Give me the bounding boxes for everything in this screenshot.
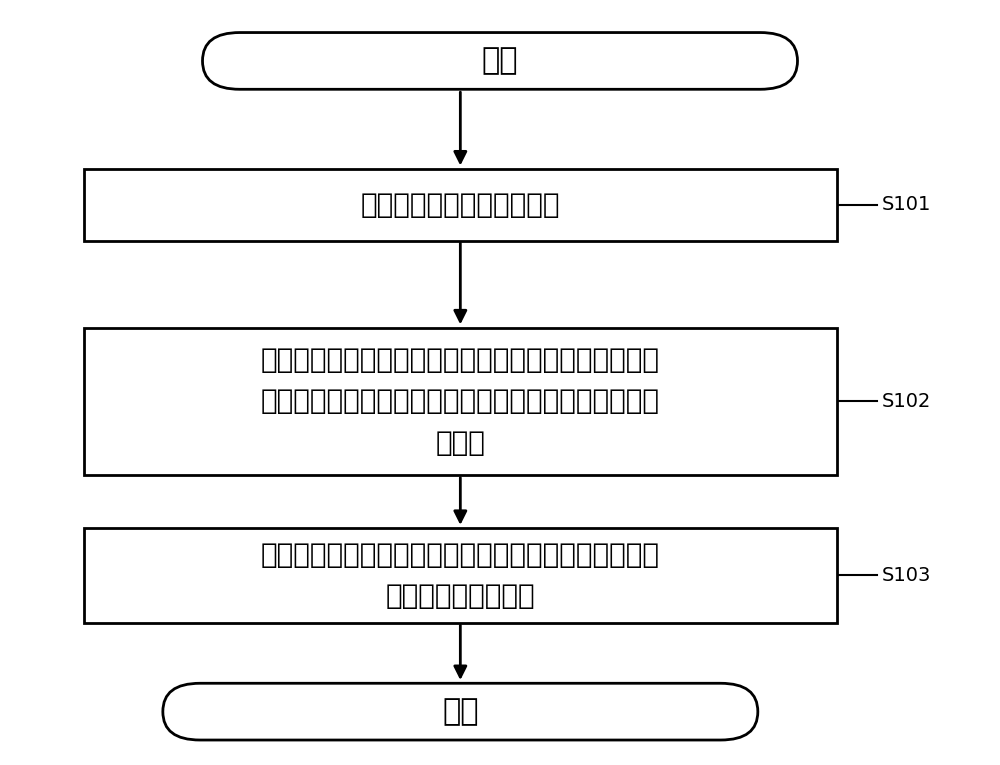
- FancyBboxPatch shape: [84, 528, 837, 623]
- Text: 开始: 开始: [482, 47, 518, 76]
- FancyBboxPatch shape: [203, 33, 798, 90]
- FancyBboxPatch shape: [84, 169, 837, 241]
- Text: 将所述掘进数据输入至调向控制参数预测模型，并利用
所述调向控制参数预测模型输出所述掘进数据对应的纠
偏参数: 将所述掘进数据输入至调向控制参数预测模型，并利用 所述调向控制参数预测模型输出所…: [261, 347, 660, 457]
- FancyBboxPatch shape: [84, 327, 837, 475]
- Text: 结束: 结束: [442, 697, 479, 726]
- Text: 控制所述竖井掘进机的纠偏扶正装置执行所述纠偏参数
对应的调向控制操作: 控制所述竖井掘进机的纠偏扶正装置执行所述纠偏参数 对应的调向控制操作: [261, 541, 660, 610]
- Text: 获取竖井掘进机的掘进数据: 获取竖井掘进机的掘进数据: [361, 190, 560, 219]
- Text: S103: S103: [882, 566, 931, 585]
- Text: S102: S102: [882, 392, 931, 411]
- FancyBboxPatch shape: [163, 683, 758, 740]
- Text: S101: S101: [882, 195, 931, 214]
